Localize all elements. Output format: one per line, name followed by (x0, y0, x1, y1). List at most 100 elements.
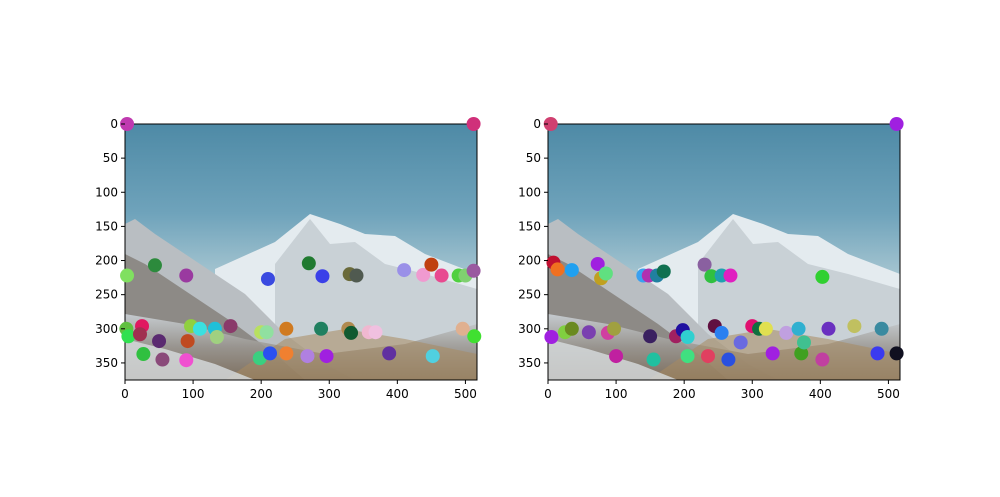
left-x-tick-label: 200 (250, 387, 273, 401)
right-y-tick-label: 50 (526, 151, 541, 165)
left-keypoint (416, 267, 431, 282)
right-axes: 0 100 200 300 400 500 0 50 100 150 200 250 300 350 (518, 117, 904, 401)
left-keypoint (120, 268, 135, 283)
right-y-tick-label: 300 (518, 322, 541, 336)
right-keypoint (646, 352, 661, 367)
left-keypoint (425, 349, 440, 364)
right-keypoint (598, 266, 613, 281)
right-keypoint (779, 325, 794, 340)
right-keypoint (544, 329, 559, 344)
left-keypoint (455, 321, 470, 336)
left-keypoint (259, 325, 274, 340)
right-x-tick-label: 400 (809, 387, 832, 401)
right-keypoint (564, 263, 579, 278)
left-keypoint (434, 268, 449, 283)
right-x-tick-label: 200 (673, 387, 696, 401)
right-x-axis: 0 100 200 300 400 500 (544, 380, 900, 401)
left-keypoint (120, 117, 135, 131)
right-y-tick-label: 200 (518, 254, 541, 268)
right-y-tick-label: 350 (518, 356, 541, 370)
left-keypoint (466, 117, 481, 131)
left-y-tick-label: 350 (95, 356, 118, 370)
right-keypoint (581, 325, 596, 340)
left-y-tick-label: 300 (95, 322, 118, 336)
right-keypoint (889, 117, 904, 131)
left-keypoint (467, 329, 482, 344)
right-keypoint (794, 346, 809, 361)
left-keypoint (344, 325, 359, 340)
right-x-tick-label: 300 (741, 387, 764, 401)
right-keypoint (590, 256, 605, 271)
left-keypoint (260, 271, 275, 286)
left-keypoint (136, 347, 151, 362)
right-keypoint (643, 329, 658, 344)
left-y-axis: 0 50 100 150 200 250 300 350 (95, 117, 125, 370)
left-keypoint (315, 269, 330, 284)
left-keypoint (424, 257, 439, 272)
right-x-tick-label: 0 (544, 387, 552, 401)
right-photo (548, 124, 900, 380)
right-keypoint (847, 319, 862, 334)
right-y-tick-label: 150 (518, 219, 541, 233)
right-x-tick-label: 500 (877, 387, 900, 401)
right-keypoint (765, 346, 780, 361)
left-keypoint (152, 334, 167, 349)
right-keypoint (791, 321, 806, 336)
right-keypoint (797, 335, 811, 350)
right-keypoint (870, 346, 885, 361)
right-keypoint (874, 321, 889, 336)
left-keypoint (279, 321, 294, 336)
right-keypoint (721, 352, 736, 367)
left-keypoint (314, 321, 329, 336)
left-keypoint (147, 258, 162, 273)
right-keypoint (815, 269, 830, 284)
left-keypoint (132, 327, 147, 342)
left-keypoint (179, 353, 194, 368)
left-keypoint (349, 268, 364, 283)
left-y-tick-label: 50 (103, 151, 118, 165)
right-keypoint (758, 321, 773, 336)
right-keypoint (543, 117, 558, 131)
right-keypoint (697, 257, 712, 272)
left-keypoint (301, 256, 316, 271)
right-keypoint (550, 262, 565, 277)
right-y-tick-label: 0 (533, 117, 541, 131)
left-keypoint (382, 346, 397, 361)
right-y-tick-label: 100 (518, 185, 541, 199)
left-x-tick-label: 400 (386, 387, 409, 401)
left-keypoint (155, 352, 170, 367)
right-keypoint (564, 321, 579, 336)
left-y-tick-label: 100 (95, 185, 118, 199)
left-keypoint (223, 319, 238, 334)
right-keypoint (815, 352, 830, 367)
left-x-axis: 0 100 200 300 400 500 (121, 380, 477, 401)
right-keypoints (543, 117, 904, 367)
right-keypoint (680, 349, 695, 364)
right-keypoint (609, 349, 624, 364)
left-y-tick-label: 200 (95, 254, 118, 268)
right-y-tick-label: 250 (518, 288, 541, 302)
left-keypoint (180, 334, 195, 349)
left-keypoint (368, 325, 383, 340)
right-axes-frame (547, 123, 901, 381)
left-keypoint (300, 349, 315, 364)
left-axes-frame (124, 123, 478, 381)
left-keypoint (192, 321, 207, 336)
right-keypoint (607, 321, 622, 336)
left-keypoint (121, 329, 136, 344)
left-x-tick-label: 100 (182, 387, 205, 401)
left-keypoint (397, 263, 412, 278)
left-y-tick-label: 0 (110, 117, 118, 131)
right-y-axis: 0 50 100 150 200 250 300 350 (518, 117, 548, 370)
left-keypoint (279, 346, 294, 361)
left-axes: 0 100 200 300 400 500 0 50 100 150 200 250 300 350 (95, 117, 482, 401)
left-x-tick-label: 500 (454, 387, 477, 401)
right-keypoint (704, 269, 719, 284)
right-keypoint (656, 264, 671, 279)
right-keypoint (733, 335, 748, 350)
left-keypoints (119, 117, 482, 368)
left-keypoint (209, 329, 224, 344)
left-x-tick-label: 300 (318, 387, 341, 401)
right-x-tick-label: 100 (605, 387, 628, 401)
